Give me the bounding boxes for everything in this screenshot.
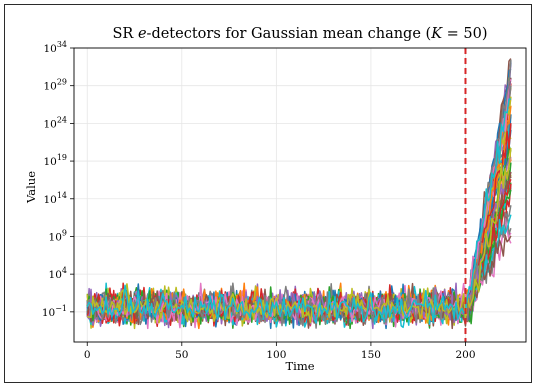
tick-layer: 0 50 100 150 200 1034 1029 1024 1019 1014 109 104 10…: [42, 40, 476, 361]
y-tick-label: 1024: [43, 115, 67, 130]
title-middle: -detectors for Gaussian mean change (: [147, 26, 432, 42]
title-var: K: [430, 26, 443, 42]
y-tick-label: 104: [49, 266, 67, 281]
y-tick-label: 1029: [43, 78, 67, 93]
x-tick-label: 50: [175, 349, 188, 361]
series-line: [86, 61, 512, 329]
y-tick-label: 1034: [43, 40, 67, 55]
x-tick-label: 150: [361, 349, 381, 361]
series-line: [86, 62, 512, 330]
series-line: [86, 58, 512, 328]
series-line: [86, 98, 511, 324]
series-line: [86, 88, 512, 324]
series-line: [86, 77, 512, 326]
chart-title: SR e-detectors for Gaussian mean change …: [112, 26, 487, 42]
x-tick-label: 100: [266, 349, 286, 361]
title-suffix: = 50): [442, 26, 487, 42]
title-italic: e: [138, 26, 147, 42]
series-layer: [86, 58, 512, 330]
y-axis-label: Value: [24, 171, 38, 204]
x-tick-label: 200: [455, 349, 475, 361]
series-line: [86, 85, 512, 324]
y-tick-label: 1014: [43, 191, 67, 206]
series-line: [86, 77, 512, 327]
title-prefix: SR: [112, 26, 137, 42]
y-tick-label: 109: [49, 228, 67, 243]
x-tick-label: 0: [84, 349, 91, 361]
y-tick-label: 1019: [43, 153, 67, 168]
plot-frame: [73, 47, 527, 343]
x-axis-label: Time: [285, 359, 314, 373]
series-line: [86, 59, 512, 327]
y-tick-label: 10−1: [42, 304, 67, 319]
